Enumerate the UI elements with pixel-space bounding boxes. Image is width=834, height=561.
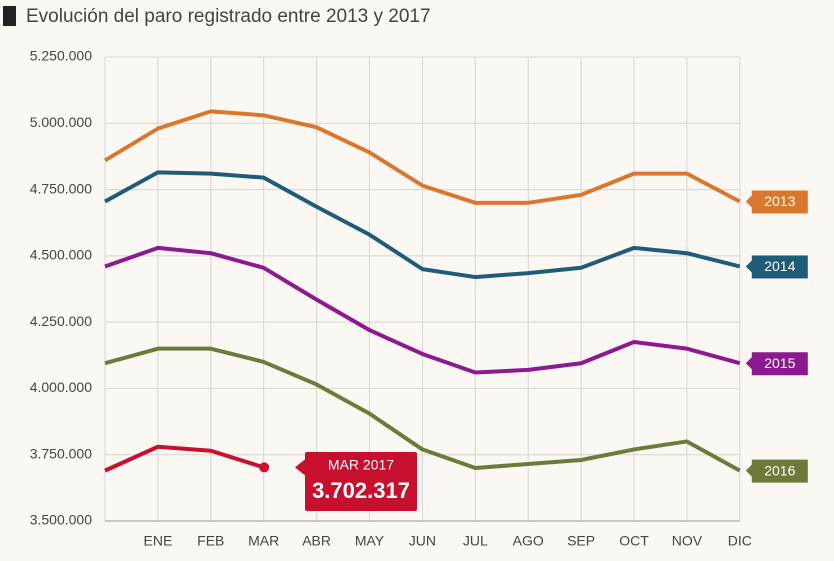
x-tick-label: FEB (197, 533, 224, 549)
legend-pointer (745, 194, 753, 209)
x-tick-label: MAY (355, 533, 385, 549)
annotation-title: MAR 2017 (328, 457, 394, 473)
y-tick-label: 4.000.000 (30, 379, 92, 395)
series-line (104, 170, 741, 280)
x-tick-label: ENE (144, 533, 173, 549)
title-marker (3, 6, 16, 26)
legend-label: 2014 (764, 258, 795, 274)
legend-tag (751, 190, 808, 214)
legend-tag (751, 352, 808, 376)
y-tick-label: 5.250.000 (30, 48, 92, 64)
y-tick-label: 4.500.000 (30, 247, 92, 263)
annotated-point (259, 462, 270, 473)
x-tick-label: NOV (672, 533, 703, 549)
legend-label: 2016 (764, 462, 795, 478)
y-tick-label: 5.000.000 (30, 114, 92, 130)
value-label: 3.702.317 (312, 478, 410, 503)
x-tick-label: JUL (463, 533, 488, 549)
legend-tag (751, 459, 808, 483)
series-line (104, 245, 741, 375)
legend-pointer (745, 259, 753, 274)
annotation-pointer (295, 459, 305, 476)
chart-title: Evolución del paro registrado entre 2013… (26, 6, 431, 27)
y-tick-label: 3.500.000 (30, 512, 92, 528)
series-line (104, 444, 265, 473)
x-tick-label: MAR (248, 533, 279, 549)
legend-label: 2015 (764, 355, 795, 371)
legend-pointer (745, 356, 753, 371)
y-tick-label: 4.250.000 (30, 313, 92, 329)
x-tick-label: OCT (619, 533, 649, 549)
series-line (103, 109, 741, 205)
legend-pointer (745, 463, 753, 478)
legend-label: 2013 (764, 193, 795, 209)
y-tick-label: 4.750.000 (30, 180, 92, 196)
legend-tag (751, 255, 808, 279)
series-line (104, 346, 741, 473)
x-tick-label: ABR (302, 533, 331, 549)
x-tick-label: AGO (513, 533, 544, 549)
y-tick-label: 3.750.000 (30, 445, 92, 461)
x-tick-label: DIC (728, 533, 752, 549)
x-tick-label: JUN (409, 533, 436, 549)
x-tick-label: SEP (567, 533, 595, 549)
annotation-box (305, 452, 417, 511)
